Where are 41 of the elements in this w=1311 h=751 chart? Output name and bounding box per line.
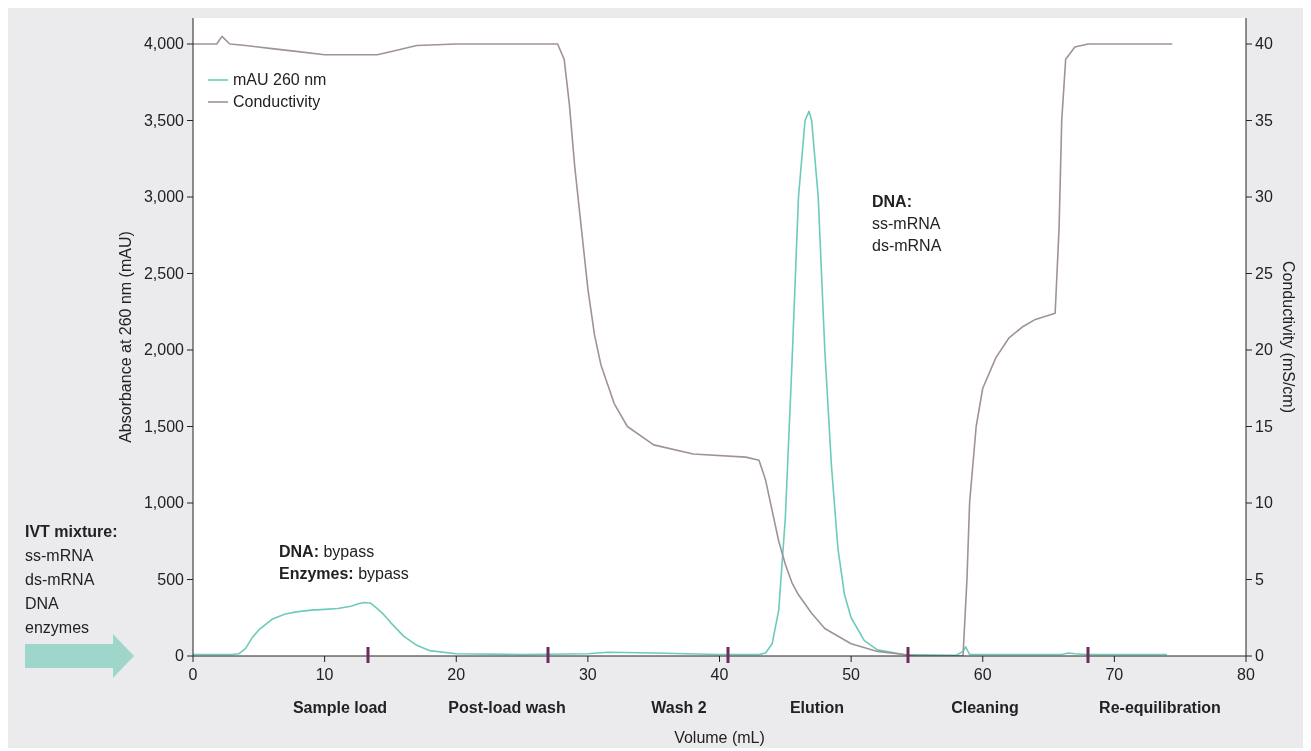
x-tick-label: 60 [973, 666, 992, 683]
y-tick-label: 500 [157, 570, 185, 588]
y2-tick-label: 30 [1255, 188, 1273, 206]
y-tick-label: 3,000 [143, 188, 185, 206]
x-tick-label: 40 [710, 666, 729, 683]
text: Elution [789, 699, 845, 716]
y-tick-label: 4,000 [143, 35, 185, 53]
y2-tick-label: 0 [1255, 647, 1264, 664]
y-axis-title: Absorbance at 260 nm (mAU) [117, 231, 134, 443]
text: Sample load [292, 699, 388, 716]
y2-tick-label: 40 [1255, 35, 1273, 53]
y-tick-label: 1,500 [143, 417, 185, 435]
annotation: DNA: bypass Enzymes: bypass [279, 543, 409, 582]
y-tick-label: 0 [175, 647, 185, 664]
y-tick-label: 3,500 [143, 111, 185, 129]
x-axis-title: Volume (mL) [674, 729, 765, 746]
y2-tick-label: 15 [1255, 417, 1273, 435]
x-tick-label: 80 [1237, 666, 1255, 683]
text: Post-load wash [448, 699, 566, 716]
y2-tick-label: 35 [1255, 111, 1273, 129]
annotation: DNA: ss-mRNA ds-mRNA [872, 193, 942, 254]
x-tick-label: 20 [447, 666, 466, 683]
legend-label: mAU 260 nm [233, 71, 327, 88]
y-tick-label: 2,500 [143, 264, 185, 282]
legend-label: Conductivity [233, 93, 321, 110]
x-tick-label: 10 [315, 666, 334, 683]
x-tick-label: 0 [188, 666, 198, 683]
text: Re-equilibration [1099, 699, 1221, 716]
y2-tick-label: 10 [1255, 494, 1273, 511]
y-tick-label: 1,000 [143, 494, 185, 511]
x-tick-label: 70 [1105, 666, 1124, 683]
x-tick-label: 30 [578, 666, 597, 683]
y2-tick-label: 25 [1255, 264, 1273, 282]
text: IVT mixture: ss-mRNA ds-mRNA DNA enzymes [25, 523, 118, 636]
y2-tick-label: 20 [1255, 341, 1273, 358]
x-tick-label: 50 [842, 666, 861, 683]
y2-axis-title: Conductivity (mS/cm) [1280, 260, 1297, 414]
y-tick-label: 2,000 [143, 341, 185, 358]
text: Cleaning [951, 699, 1019, 716]
text: Wash 2 [651, 699, 707, 716]
y2-tick-label: 5 [1255, 570, 1264, 588]
